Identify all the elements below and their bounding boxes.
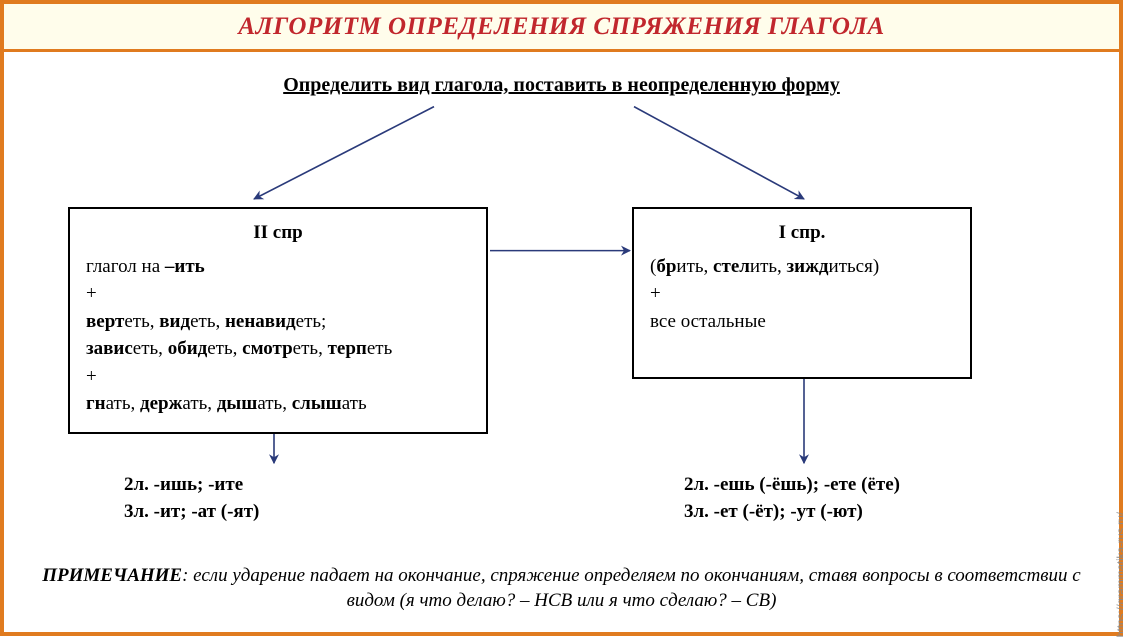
top-instruction: Определить вид глагола, поставить в неоп… — [283, 74, 840, 97]
box-i-plus: + — [650, 280, 954, 308]
box-i-header: I спр. — [650, 219, 954, 247]
box-ii-header: II спр — [86, 219, 470, 247]
footnote-label: ПРИМЕЧАНИЕ — [42, 565, 182, 586]
endings-ii-l1: 2л. -ишь; -ите — [124, 472, 259, 499]
footnote-text: : если ударение падает на окончание, спр… — [182, 565, 1081, 612]
content-area: Определить вид глагола, поставить в неоп… — [4, 52, 1119, 632]
box-i-line2: все остальные — [650, 308, 954, 336]
box-ii-conjugation: II спр глагол на –ить + вертеть, видеть,… — [68, 207, 488, 434]
footnote: ПРИМЕЧАНИЕ: если ударение падает на окон… — [4, 563, 1119, 614]
diagram-frame: АЛГОРИТМ ОПРЕДЕЛЕНИЯ СПРЯЖЕНИЯ ГЛАГОЛА О… — [0, 0, 1123, 636]
box-i-conjugation: I спр. (брить, стелить, зиждиться) + все… — [632, 207, 972, 379]
box-ii-line2: вертеть, видеть, ненавидеть; — [86, 308, 470, 336]
source-url: https://grammatika-rus.ru/ — [1115, 512, 1123, 637]
endings-i-l1: 2л. -ешь (-ёшь); -ете (ёте) — [684, 472, 900, 499]
box-ii-line4: гнать, держать, дышать, слышать — [86, 390, 470, 418]
endings-ii: 2л. -ишь; -ите 3л. -ит; -ат (-ят) — [124, 472, 259, 525]
box-ii-line1a: глагол на — [86, 256, 165, 277]
main-title: АЛГОРИТМ ОПРЕДЕЛЕНИЯ СПРЯЖЕНИЯ ГЛАГОЛА — [238, 13, 884, 41]
box-ii-line1b: –ить — [165, 256, 205, 277]
endings-ii-l2: 3л. -ит; -ат (-ят) — [124, 499, 259, 526]
box-i-line1: (брить, стелить, зиждиться) — [650, 253, 954, 281]
title-bar: АЛГОРИТМ ОПРЕДЕЛЕНИЯ СПРЯЖЕНИЯ ГЛАГОЛА — [4, 4, 1119, 52]
box-ii-plus2: + — [86, 363, 470, 391]
box-ii-line1: глагол на –ить — [86, 253, 470, 281]
endings-i: 2л. -ешь (-ёшь); -ете (ёте) 3л. -ет (-ёт… — [684, 472, 900, 525]
box-ii-line3: зависеть, обидеть, смотреть, терпеть — [86, 335, 470, 363]
endings-i-l2: 3л. -ет (-ёт); -ут (-ют) — [684, 499, 900, 526]
box-ii-plus1: + — [86, 280, 470, 308]
